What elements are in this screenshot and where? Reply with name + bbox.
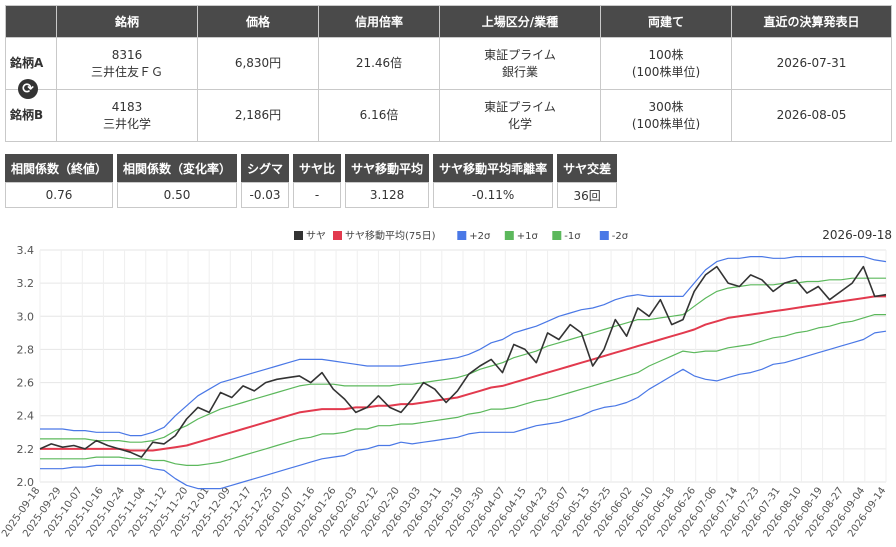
stock-cell: 4183 三井化学	[56, 89, 198, 142]
unit: (100株単位)	[631, 64, 701, 79]
legend-label: +2σ	[469, 231, 491, 242]
legend-label: サヤ	[306, 230, 326, 242]
legend-swatch	[552, 231, 562, 240]
margin-ratio-cell: 6.16倍	[318, 89, 440, 142]
row-label-b: ⟳ 銘柄B	[5, 79, 57, 142]
stats-table: 相関係数（終値） 相関係数（変化率） シグマ サヤ比 サヤ移動平均 サヤ移動平均…	[1, 154, 621, 208]
y-tick-label: 2.8	[17, 343, 35, 356]
legend-label: -1σ	[564, 231, 581, 242]
legend-swatch	[599, 231, 609, 240]
y-tick-label: 2.2	[17, 443, 35, 456]
stock-code: 4183	[111, 99, 143, 114]
header-price: 価格	[197, 5, 319, 38]
row-label: 銘柄B	[10, 108, 44, 122]
chart-legend[interactable]: サヤ サヤ移動平均(75日) +2σ +1σ -1σ -2σ	[294, 229, 629, 242]
legend-item[interactable]: サヤ移動平均(75日)	[333, 229, 436, 242]
y-tick-label: 3.0	[17, 310, 35, 323]
margin-ratio-cell: 21.46倍	[318, 37, 440, 90]
y-axis: 2.0 2.2 2.4 2.6 2.8 3.0 3.2 3.4	[17, 244, 35, 489]
legend-label: +1σ	[517, 231, 539, 242]
header-margin-ratio: 信用倍率	[318, 5, 440, 38]
legend-label: -2σ	[612, 231, 629, 242]
stock-cell: 8316 三井住友ＦＧ	[56, 37, 198, 90]
legend-item[interactable]: +1σ	[504, 231, 539, 242]
legend-swatch	[504, 231, 514, 240]
x-axis: 2025-09-182025-09-292025-10-072025-10-16…	[0, 485, 888, 539]
stock-code: 8316	[111, 47, 143, 62]
stat-value: -0.11%	[433, 182, 554, 208]
table-row: 銘柄A 8316 三井住友ＦＧ 6,830円 21.46倍 東証プライム 銀行業 1…	[5, 37, 892, 90]
legend-swatch	[294, 231, 303, 240]
series-line-2	[40, 255, 887, 437]
y-tick-label: 2.4	[17, 410, 35, 423]
series-line-4	[40, 313, 886, 466]
stat-value: 3.128	[345, 182, 430, 208]
header-empty	[5, 5, 57, 38]
stat-value: 36回	[557, 182, 618, 208]
stat-value: -0.03	[241, 182, 290, 208]
stat-label: サヤ交差	[557, 154, 618, 182]
legend-item[interactable]: サヤ	[294, 230, 326, 242]
y-tick-label: 2.6	[17, 377, 35, 390]
y-tick-label: 2.0	[17, 476, 35, 489]
shares-cell: 100株 (100株単位)	[600, 37, 732, 90]
shares: 300株	[648, 99, 684, 114]
header-market: 上場区分/業種	[439, 5, 601, 38]
stat-value: 0.50	[117, 182, 238, 208]
header-stock: 銘柄	[56, 5, 198, 38]
stat-value: 0.76	[5, 182, 114, 208]
table-row: ⟳ 銘柄B 4183 三井化学 2,186円 6.16倍 東証プライム 化学 300…	[5, 79, 892, 142]
legend-item[interactable]: +2σ	[457, 231, 491, 242]
stat-value: -	[293, 182, 342, 208]
sector: 化学	[507, 116, 532, 131]
refresh-icon[interactable]: ⟳	[18, 79, 38, 99]
stat-label: サヤ移動平均	[345, 154, 430, 182]
chart-series	[39, 255, 887, 490]
series-line-0	[39, 265, 887, 458]
shares: 100株	[648, 47, 684, 62]
stock-name: 三井化学	[102, 116, 151, 131]
y-tick-label: 3.4	[17, 244, 35, 257]
market: 東証プライム	[484, 99, 556, 114]
header-earnings-date: 直近の決算発表日	[731, 5, 892, 38]
legend-swatch	[333, 231, 342, 240]
stat-label: サヤ比	[293, 154, 342, 182]
chart-date-label: 2026-09-18	[822, 228, 892, 242]
stat-label: 相関係数（変化率）	[117, 154, 238, 182]
market: 東証プライム	[484, 47, 556, 62]
market-cell: 東証プライム 化学	[439, 89, 601, 142]
earnings-date-cell: 2026-08-05	[731, 89, 892, 142]
price-cell: 2,186円	[197, 89, 319, 142]
stat-label: シグマ	[241, 154, 290, 182]
y-tick-label: 3.2	[17, 277, 35, 290]
legend-swatch	[457, 231, 467, 240]
stat-label: 相関係数（終値）	[5, 154, 114, 182]
shares-cell: 300株 (100株単位)	[600, 89, 732, 142]
price-cell: 6,830円	[197, 37, 319, 90]
market-cell: 東証プライム 銀行業	[439, 37, 601, 90]
chart-grid	[39, 249, 887, 483]
sector: 銀行業	[501, 64, 538, 79]
legend-item[interactable]: -2σ	[599, 231, 629, 242]
legend-item[interactable]: -1σ	[552, 231, 581, 242]
header-position: 両建て	[600, 5, 732, 38]
legend-label: サヤ移動平均(75日)	[345, 229, 436, 242]
series-line-5	[40, 330, 887, 490]
stat-label: サヤ移動平均乖離率	[433, 154, 554, 182]
series-line-1	[40, 295, 886, 452]
earnings-date-cell: 2026-07-31	[731, 37, 892, 90]
stock-name: 三井住友ＦＧ	[90, 64, 163, 79]
unit: (100株単位)	[631, 116, 701, 131]
spread-chart: 2.0 2.2 2.4 2.6 2.8 3.0 3.2 3.4 2025-09-182025-…	[0, 228, 892, 539]
pair-table: 銘柄 価格 信用倍率 上場区分/業種 両建て 直近の決算発表日 銘柄A 8316…	[5, 5, 892, 142]
